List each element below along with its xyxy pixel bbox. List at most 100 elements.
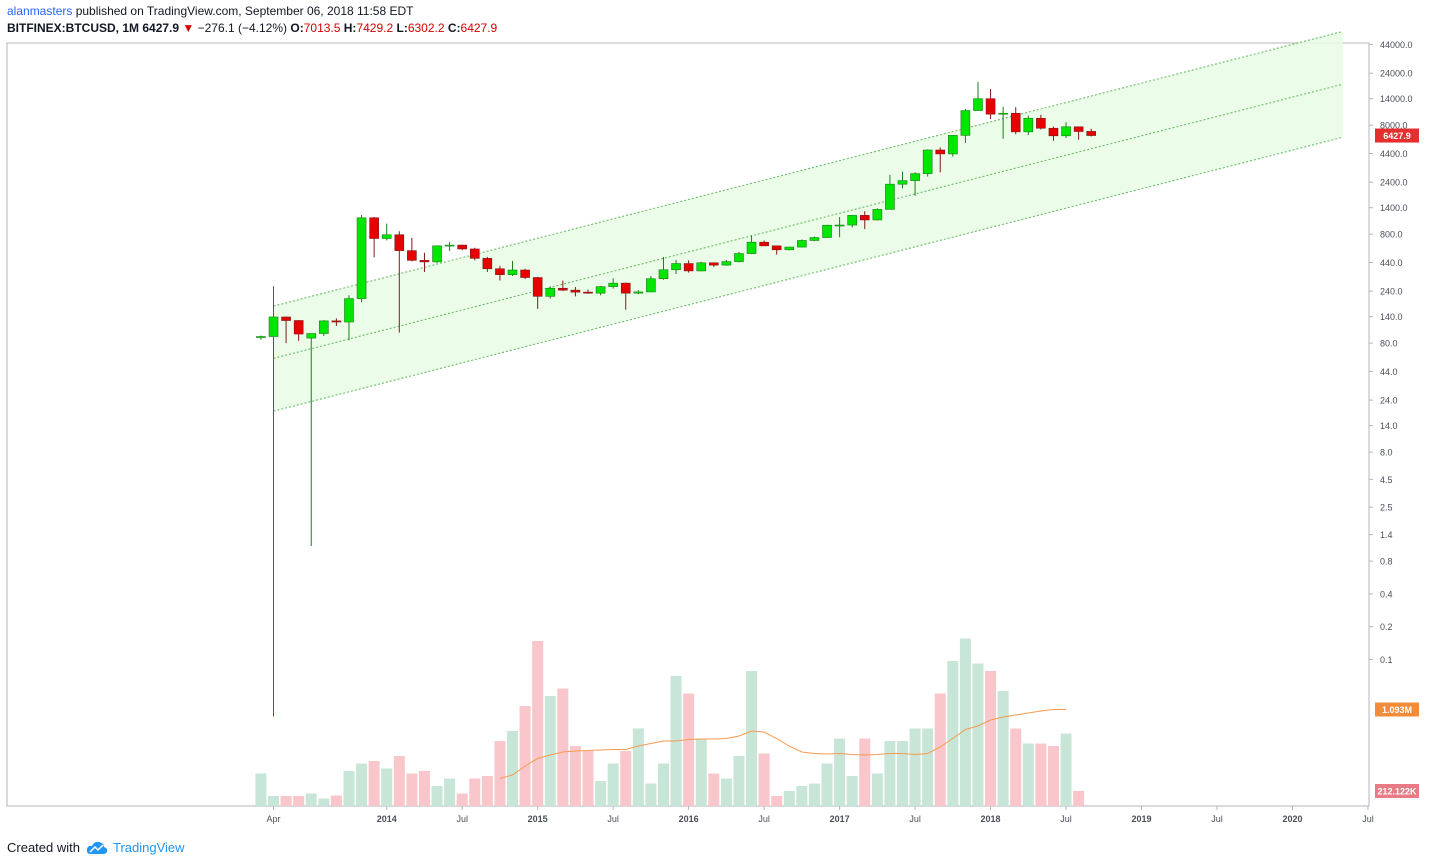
candle-body <box>708 262 719 266</box>
price-badge-text: 6427.9 <box>1383 131 1411 141</box>
candle <box>570 286 581 297</box>
volume-bar <box>255 773 267 806</box>
y-tick-label: 240.0 <box>1380 287 1403 297</box>
x-tick-label: 2019 <box>1132 814 1152 824</box>
volume-badge-text: 212.122K <box>1377 787 1417 797</box>
candle-body <box>671 263 681 271</box>
candle-body <box>885 183 895 210</box>
y-tick-label: 440.0 <box>1380 258 1403 268</box>
x-tick-label: 2018 <box>981 814 1001 824</box>
candle <box>897 171 908 189</box>
candle-body <box>872 209 883 221</box>
x-tick-label: Jul <box>607 814 619 824</box>
y-tick-label: 140.0 <box>1380 312 1403 322</box>
candle <box>683 260 694 273</box>
x-tick-label: Jul <box>1060 814 1072 824</box>
candle <box>532 276 543 309</box>
candle <box>482 256 493 272</box>
candle-body <box>558 287 568 291</box>
symbol-name: BITFINEX:BTCUSD, 1M <box>7 21 139 35</box>
volume-bar <box>959 638 971 806</box>
candle <box>256 335 266 340</box>
x-tick-label: 2014 <box>377 814 397 824</box>
y-tick-label: 8.0 <box>1380 448 1393 458</box>
candle-body <box>331 320 342 323</box>
candle <box>432 245 442 263</box>
candle <box>646 276 656 293</box>
channel-upper-line <box>273 30 1343 307</box>
y-tick-label: 0.4 <box>1380 589 1393 599</box>
candle-body <box>822 224 832 238</box>
candle <box>419 252 430 272</box>
candle <box>633 290 644 295</box>
candle-body <box>570 289 581 293</box>
candle <box>922 149 933 177</box>
candle-body <box>948 135 958 155</box>
candle-body <box>1036 118 1046 129</box>
candle <box>960 108 971 143</box>
candle <box>268 286 279 717</box>
candle <box>859 211 870 230</box>
volume-bar <box>431 786 443 806</box>
candle-body <box>583 291 593 294</box>
tradingview-logo[interactable]: TradingView <box>86 840 185 855</box>
candle <box>734 251 744 263</box>
candle <box>948 135 958 157</box>
volume-bar <box>381 768 393 806</box>
volume-bar <box>1022 743 1034 806</box>
author-link[interactable]: alanmasters <box>7 4 73 18</box>
candle <box>847 214 857 228</box>
candle-body <box>746 241 757 254</box>
volume-ma-badge: 1.093M <box>1375 702 1419 717</box>
candle <box>746 235 757 255</box>
volume-bar <box>733 756 745 806</box>
candle-body <box>344 298 354 323</box>
volume-bar <box>418 771 430 806</box>
volume-bar <box>444 778 456 806</box>
footer: Created with TradingView <box>7 840 185 855</box>
candle-body <box>381 234 392 239</box>
volume-bar <box>934 693 946 806</box>
volume-bar <box>494 741 506 806</box>
candle-body <box>683 263 694 272</box>
candle-body <box>734 253 744 262</box>
candle-body <box>646 278 656 293</box>
candle-body <box>256 336 266 338</box>
x-tick-label: 2015 <box>528 814 548 824</box>
created-with-text: Created with <box>7 840 80 855</box>
candle <box>708 262 719 267</box>
volume-bar <box>595 781 607 806</box>
symbol-info: BITFINEX:BTCUSD, 1M 6427.9 ▼ −276.1 (−4.… <box>7 20 497 37</box>
volume-bar <box>821 763 833 806</box>
x-tick-label: Jul <box>1211 814 1223 824</box>
volume-bar <box>481 776 493 806</box>
volume-bar <box>1035 743 1047 806</box>
candle-body <box>910 173 920 181</box>
y-tick-label: 14.0 <box>1380 421 1398 431</box>
candle <box>558 280 568 292</box>
published-text: published on TradingView.com, September … <box>72 4 414 18</box>
y-tick-label: 2.5 <box>1380 503 1393 513</box>
y-tick-label: 44.0 <box>1380 367 1398 377</box>
volume-ma-badge-text: 1.093M <box>1382 705 1412 715</box>
candle <box>545 286 556 299</box>
volume-bar <box>620 751 632 806</box>
volume-bar <box>683 693 695 806</box>
volume-bar <box>972 663 984 806</box>
y-tick-label: 8000.0 <box>1380 121 1408 131</box>
regression-channel-fill <box>273 31 1343 412</box>
volume-bar <box>720 778 732 806</box>
volume-bar <box>871 773 883 806</box>
y-tick-label: 4.5 <box>1380 475 1393 485</box>
candle-body <box>1023 118 1034 133</box>
candle <box>281 316 291 344</box>
volume-bar <box>846 776 858 806</box>
volume-badge: 212.122K <box>1375 784 1419 798</box>
x-tick-label: Jul <box>758 814 770 824</box>
candle-body <box>595 286 606 294</box>
volume-bar <box>293 796 305 806</box>
volume-bar <box>456 793 468 806</box>
y-tick-label: 800.0 <box>1380 230 1403 240</box>
candle-body <box>457 244 468 250</box>
